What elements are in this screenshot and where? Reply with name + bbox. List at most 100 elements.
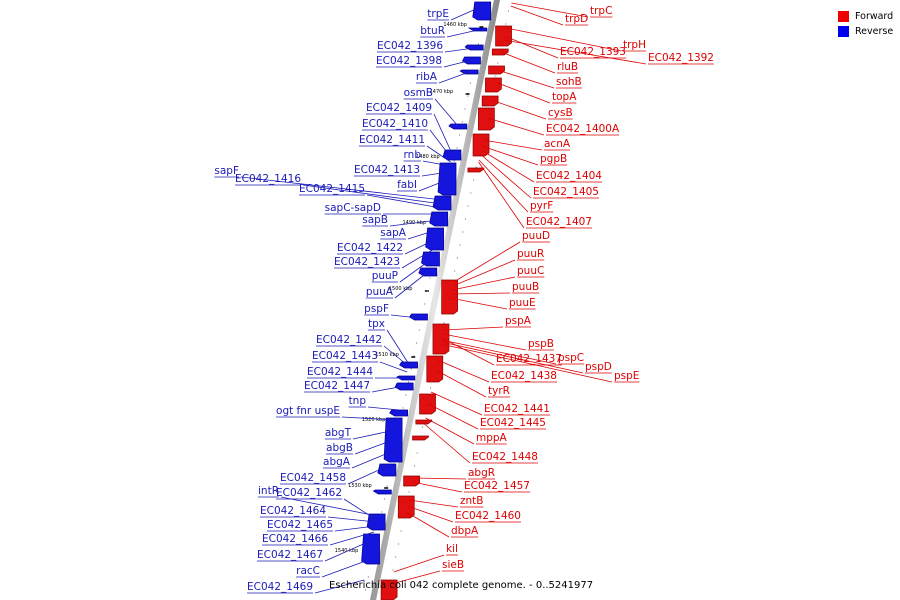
leader-line — [324, 539, 373, 562]
reverse-gene-label-fabi: fabI — [397, 179, 417, 191]
forward-gene-label-ec042-1441: EC042_1441 — [484, 403, 550, 415]
reverse-gene-label-sapb: sapB — [362, 214, 388, 226]
leader-line — [511, 2, 589, 18]
forward-gene — [397, 495, 415, 519]
leader-line — [429, 129, 452, 159]
leader-line — [450, 297, 508, 310]
forward-gene-label-pspc: pspC — [558, 352, 584, 364]
forward-gene-label-ec042-1445: EC042_1445 — [480, 417, 546, 429]
tick-label: 1470 kbp — [430, 89, 454, 95]
reverse-gene-label-ec042-1409: EC042_1409 — [366, 102, 432, 114]
reverse-gene-label-ec042-1444: EC042_1444 — [307, 366, 373, 378]
forward-gene — [426, 355, 444, 383]
forward-gene-label-zntb: zntB — [460, 495, 484, 507]
forward-gene-label-acna: acnA — [544, 138, 571, 150]
forward-gene-label-kil: kil — [446, 543, 458, 555]
forward-gene-label-dbpa: dbpA — [451, 525, 479, 537]
forward-gene — [481, 95, 499, 107]
reverse-gene-label-sapf: sapF — [214, 165, 239, 177]
reverse-gene — [472, 1, 492, 21]
forward-gene-label-cysb: cysB — [548, 107, 573, 119]
reverse-gene-label-tpx: tpx — [368, 318, 385, 330]
forward-gene — [488, 65, 505, 75]
forward-gene — [419, 393, 436, 415]
leader-line — [433, 113, 453, 155]
forward-gene-label-trpd: trpD — [565, 13, 588, 25]
reverse-gene-label-btur: btuR — [420, 25, 445, 37]
forward-gene-label-sohb: sohB — [556, 76, 582, 88]
reverse-gene-label-ec042-1423: EC042_1423 — [334, 256, 400, 268]
legend-forward-label: Forward — [855, 11, 894, 22]
leader-line — [478, 159, 529, 213]
forward-gene-label-ec042-1438: EC042_1438 — [491, 370, 557, 382]
reverse-gene-label-abgt: abgT — [325, 427, 352, 439]
leader-line — [407, 505, 454, 523]
forward-gene-label-pspe: pspE — [614, 370, 639, 382]
leader-line — [438, 71, 470, 84]
leader-line — [386, 329, 410, 365]
leader-line — [407, 229, 437, 240]
leader-line — [487, 117, 545, 136]
genome-backbone — [369, 0, 501, 600]
leader-line — [503, 39, 647, 65]
reverse-gene — [467, 27, 488, 32]
leader-line — [418, 179, 447, 192]
leader-line — [437, 359, 490, 383]
forward-gene-label-topa: topA — [552, 91, 577, 103]
forward-gene — [432, 323, 450, 355]
gene-labels: trpE btuR EC042_1396 EC042_1398 ribA osmB EC04… — [214, 5, 714, 593]
forward-gene — [467, 167, 485, 173]
leader-line — [428, 403, 479, 430]
reverse-gene-label-ec042-1458: EC042_1458 — [280, 472, 346, 484]
reverse-gene-label-sapc-sapd: sapC-sapD — [325, 202, 381, 214]
reverse-gene-label-ogt-fnr-uspe: ogt fnr uspE — [276, 405, 340, 417]
leader-line — [401, 249, 433, 269]
legend-item-forward: Forward — [838, 9, 893, 24]
leader-line — [354, 439, 394, 455]
label-leader-lines — [214, 2, 714, 594]
reverse-gene-label-puua: puuA — [366, 286, 394, 298]
reverse-gene-label-ec042-1447: EC042_1447 — [304, 380, 370, 392]
legend: Forward Reverse — [838, 9, 893, 39]
forward-gene-label-pspd: pspD — [585, 361, 612, 373]
forward-gene — [403, 475, 420, 487]
forward-gene-label-puub: puuB — [512, 281, 539, 293]
tick-label: 1480 kbp — [416, 154, 440, 160]
leader-line — [341, 416, 398, 421]
leader-line — [440, 343, 613, 383]
leader-line — [393, 554, 445, 573]
leader-line — [481, 145, 539, 166]
leader-line — [391, 570, 441, 585]
leader-line — [494, 81, 551, 104]
forward-gene — [412, 435, 429, 441]
leader-line — [441, 337, 495, 366]
gene-features — [361, 1, 512, 600]
leader-line — [351, 451, 391, 469]
reverse-gene-label-pspf: pspF — [364, 303, 389, 315]
tick-label: 1530 kbp — [348, 483, 372, 489]
leader-line — [314, 579, 365, 594]
tick-label: 1500 kbp — [389, 286, 413, 292]
leader-line — [240, 176, 443, 201]
leader-line — [478, 161, 525, 229]
forward-gene — [485, 77, 502, 93]
leader-line — [389, 219, 439, 227]
reverse-gene — [377, 463, 397, 477]
leader-line — [451, 292, 511, 295]
reverse-gene — [372, 489, 392, 495]
reverse-gene-label-ec042-1415: EC042_1415 — [299, 183, 365, 195]
leader-line — [343, 498, 377, 521]
reverse-gene-label-ec042-1443: EC042_1443 — [312, 350, 378, 362]
leader-line — [367, 406, 400, 411]
leader-line — [404, 239, 435, 255]
leader-line — [434, 98, 459, 127]
legend-item-reverse: Reverse — [838, 24, 893, 39]
reverse-gene-label-rnb: rnb — [404, 149, 422, 161]
forward-gene-label-pgpb: pgpB — [540, 153, 567, 165]
forward-gene — [472, 133, 490, 157]
forward-gene-label-trpc: trpC — [590, 5, 612, 17]
reverse-gene-label-sapa: sapA — [380, 227, 407, 239]
leader-line — [406, 511, 450, 538]
forward-gene-label-puur: puuR — [517, 248, 544, 260]
